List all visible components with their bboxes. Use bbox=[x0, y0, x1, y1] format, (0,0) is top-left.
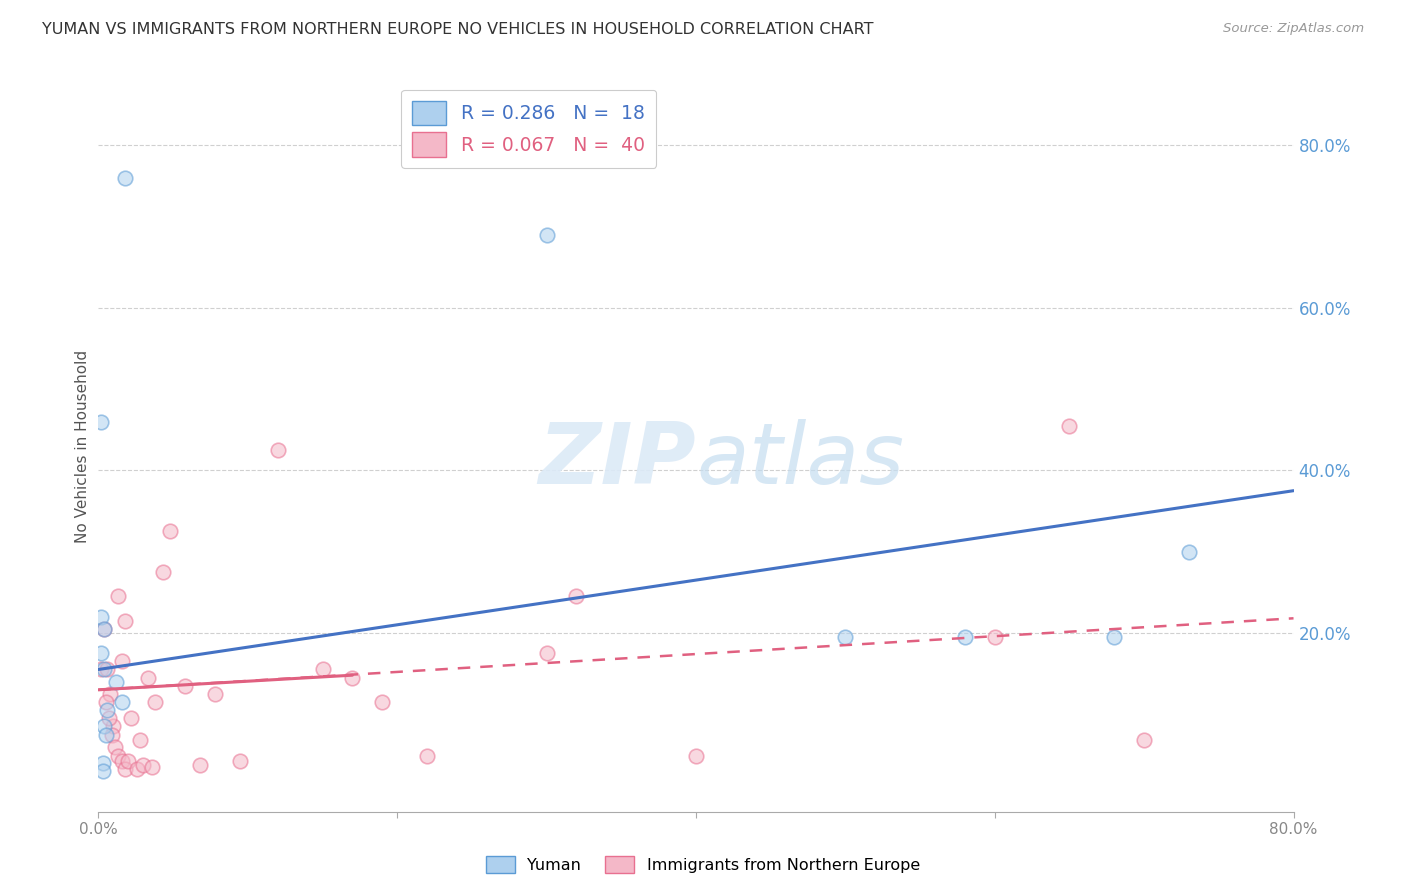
Point bbox=[90, 646, 112, 660]
Point bbox=[129, 733, 152, 747]
Point bbox=[416, 749, 439, 764]
Point bbox=[90, 609, 112, 624]
Point bbox=[93, 622, 115, 636]
Point bbox=[100, 687, 122, 701]
Point bbox=[117, 755, 139, 769]
Point bbox=[114, 614, 136, 628]
Point bbox=[953, 630, 976, 644]
Point bbox=[371, 695, 394, 709]
Point bbox=[114, 763, 136, 777]
Point bbox=[91, 756, 114, 770]
Point bbox=[536, 646, 558, 660]
Point bbox=[90, 415, 112, 429]
Point bbox=[103, 719, 125, 733]
Point bbox=[984, 630, 1007, 644]
Point bbox=[94, 727, 117, 741]
Point bbox=[834, 630, 856, 644]
Point bbox=[141, 760, 163, 774]
Point bbox=[104, 739, 127, 754]
Point bbox=[94, 695, 117, 709]
Point bbox=[97, 711, 120, 725]
Point bbox=[111, 654, 134, 668]
Point bbox=[101, 727, 124, 741]
Point bbox=[91, 764, 114, 778]
Point bbox=[111, 755, 134, 769]
Point bbox=[565, 590, 588, 604]
Point bbox=[342, 671, 364, 685]
Point bbox=[229, 755, 252, 769]
Legend: R = 0.286   N =  18, R = 0.067   N =  40: R = 0.286 N = 18, R = 0.067 N = 40 bbox=[401, 90, 657, 168]
Point bbox=[204, 687, 226, 701]
Point bbox=[267, 443, 290, 458]
Point bbox=[685, 749, 707, 764]
Point bbox=[90, 663, 112, 677]
Point bbox=[93, 622, 115, 636]
Text: ZIP: ZIP bbox=[538, 419, 696, 502]
Point bbox=[311, 663, 333, 677]
Point bbox=[536, 227, 558, 242]
Point bbox=[105, 674, 128, 689]
Point bbox=[96, 663, 118, 677]
Point bbox=[111, 695, 134, 709]
Point bbox=[136, 671, 159, 685]
Text: YUMAN VS IMMIGRANTS FROM NORTHERN EUROPE NO VEHICLES IN HOUSEHOLD CORRELATION CH: YUMAN VS IMMIGRANTS FROM NORTHERN EUROPE… bbox=[42, 22, 873, 37]
Point bbox=[174, 679, 197, 693]
Point bbox=[1104, 630, 1126, 644]
Text: atlas: atlas bbox=[696, 419, 904, 502]
Point bbox=[152, 565, 174, 579]
Point bbox=[188, 757, 211, 772]
Point bbox=[107, 749, 129, 764]
Point bbox=[120, 711, 142, 725]
Point bbox=[143, 695, 166, 709]
Point bbox=[114, 170, 136, 185]
Text: Source: ZipAtlas.com: Source: ZipAtlas.com bbox=[1223, 22, 1364, 36]
Point bbox=[93, 663, 115, 677]
Y-axis label: No Vehicles in Household: No Vehicles in Household bbox=[75, 350, 90, 542]
Point bbox=[127, 763, 149, 777]
Point bbox=[1178, 544, 1201, 558]
Point bbox=[159, 524, 181, 539]
Point bbox=[1059, 418, 1081, 433]
Point bbox=[107, 590, 129, 604]
Point bbox=[132, 757, 155, 772]
Point bbox=[93, 719, 115, 733]
Legend: Yuman, Immigrants from Northern Europe: Yuman, Immigrants from Northern Europe bbox=[479, 849, 927, 880]
Point bbox=[1133, 733, 1156, 747]
Point bbox=[96, 703, 118, 717]
